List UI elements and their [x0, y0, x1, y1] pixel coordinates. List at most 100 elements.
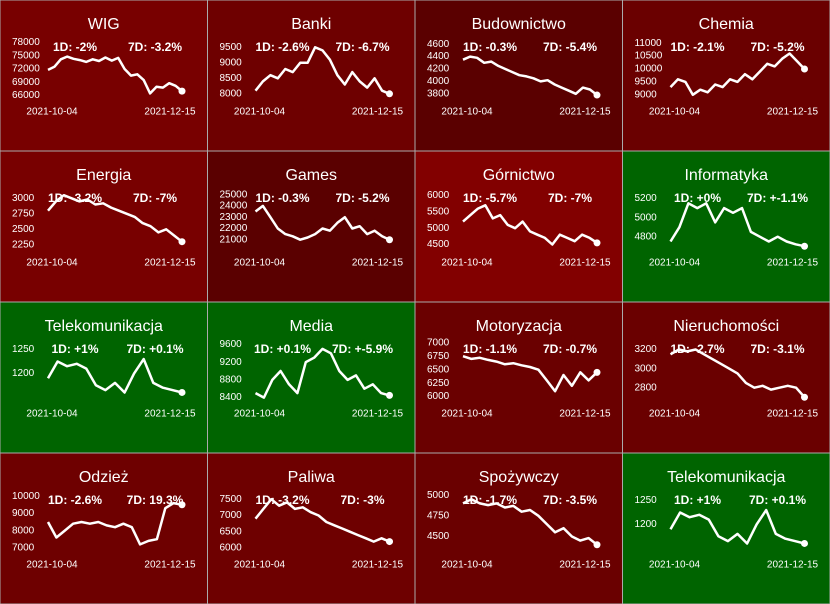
y-tick-label: 10000: [12, 491, 40, 502]
change-label: 7D: +-1.1%: [747, 191, 808, 205]
y-tick-label: 8000: [12, 525, 35, 536]
price-line: [46, 357, 183, 394]
change-label: 1D: -0.3%: [463, 40, 517, 54]
price-line: [47, 193, 183, 243]
panel-title: Paliwa: [288, 469, 335, 486]
x-date-label: 2021-10-04: [234, 560, 286, 571]
y-tick-label: 7000: [220, 510, 243, 521]
price-line: [669, 202, 805, 248]
y-tick-label: 5500: [427, 206, 450, 217]
change-label: 1D: +0.1%: [254, 342, 311, 356]
y-tick-label: 9500: [635, 77, 658, 88]
price-line: [669, 348, 806, 399]
x-date-label: 2021-12-15: [767, 409, 819, 420]
change-label: 1D: -2.1%: [670, 40, 724, 54]
y-tick-label: 9000: [635, 89, 658, 100]
y-tick-label: 10500: [635, 51, 663, 62]
price-line: [462, 55, 598, 96]
y-tick-label: 4500: [427, 239, 450, 250]
last-point: [593, 368, 601, 376]
panel-title: Chemia: [699, 16, 754, 33]
change-label: 7D: +-5.9%: [332, 342, 393, 356]
y-tick-label: 8000: [220, 88, 243, 99]
y-tick-label: 7000: [427, 337, 450, 348]
price-line: [47, 55, 183, 95]
y-tick-label: 7000: [12, 542, 35, 553]
change-label: 7D: -7%: [133, 191, 177, 205]
price-line: [462, 204, 598, 246]
change-label: 7D: +0.1%: [749, 493, 806, 507]
change-label: 7D: +0.1%: [126, 342, 183, 356]
y-tick-label: 8400: [220, 392, 243, 403]
panel-title: Informatyka: [684, 167, 768, 184]
y-tick-label: 75000: [12, 50, 40, 61]
y-tick-label: 66000: [12, 90, 40, 101]
x-date-label: 2021-12-15: [144, 107, 196, 118]
y-tick-label: 2500: [12, 224, 35, 235]
y-tick-label: 5000: [635, 212, 658, 223]
x-date-label: 2021-10-04: [649, 409, 701, 420]
panel: [622, 301, 830, 454]
x-date-label: 2021-10-04: [26, 409, 78, 420]
panel-title: Energia: [76, 167, 131, 184]
panel: [207, 0, 416, 152]
last-point: [593, 91, 601, 99]
y-tick-label: 6000: [427, 190, 450, 201]
change-label: 7D: -6.7%: [335, 40, 389, 54]
y-tick-label: 1200: [12, 368, 35, 379]
panel-title: Nieruchomości: [673, 318, 779, 335]
y-tick-label: 6000: [220, 543, 243, 554]
last-point: [178, 238, 186, 246]
change-label: 7D: -3.2%: [128, 40, 182, 54]
y-tick-label: 21000: [220, 234, 248, 245]
panel-title: Games: [285, 167, 337, 184]
x-date-label: 2021-10-04: [441, 107, 493, 118]
panel-title: Banki: [291, 16, 331, 33]
y-tick-label: 8800: [220, 374, 243, 385]
y-tick-label: 72000: [12, 64, 40, 75]
change-label: 7D: -0.7%: [543, 342, 597, 356]
last-point: [801, 65, 808, 73]
y-tick-label: 6750: [427, 351, 450, 362]
x-date-label: 2021-10-04: [234, 258, 286, 269]
panel: [0, 452, 208, 604]
y-tick-label: 5200: [635, 193, 658, 204]
last-point: [178, 501, 186, 509]
price-line: [254, 347, 390, 399]
y-tick-label: 69000: [12, 77, 40, 88]
last-point: [801, 242, 808, 250]
y-tick-label: 3000: [12, 193, 35, 204]
x-date-label: 2021-10-04: [26, 258, 78, 269]
y-tick-label: 23000: [220, 212, 248, 223]
panel-title: Odzież: [79, 469, 129, 486]
change-label: 1D: -2.6%: [255, 40, 309, 54]
y-tick-label: 2750: [12, 208, 35, 219]
y-tick-label: 6000: [427, 391, 450, 402]
last-point: [593, 239, 601, 247]
panel-title: Spożywczy: [479, 469, 559, 486]
change-label: 1D: +0%: [674, 191, 721, 205]
y-tick-label: 10000: [635, 64, 663, 75]
price-line: [254, 204, 391, 241]
change-label: 1D: -2.7%: [670, 342, 724, 356]
x-date-label: 2021-10-04: [441, 560, 493, 571]
change-label: 1D: +1%: [674, 493, 721, 507]
y-tick-label: 3200: [635, 344, 658, 355]
y-tick-label: 24000: [220, 201, 248, 212]
panel: [207, 452, 416, 604]
last-point: [593, 541, 601, 549]
change-label: 7D: 19.3%: [127, 493, 184, 507]
change-label: 1D: -1.7%: [463, 493, 517, 507]
panel: [622, 150, 830, 303]
change-label: 7D: -3.5%: [543, 493, 597, 507]
panel: [207, 301, 416, 454]
x-date-label: 2021-12-15: [767, 560, 819, 571]
x-date-label: 2021-10-04: [26, 107, 78, 118]
panel: [414, 301, 623, 454]
x-date-label: 2021-12-15: [767, 258, 819, 269]
y-tick-label: 9000: [12, 508, 35, 519]
panel: [0, 0, 208, 152]
y-tick-label: 78000: [12, 37, 40, 48]
y-tick-label: 3000: [635, 363, 658, 374]
